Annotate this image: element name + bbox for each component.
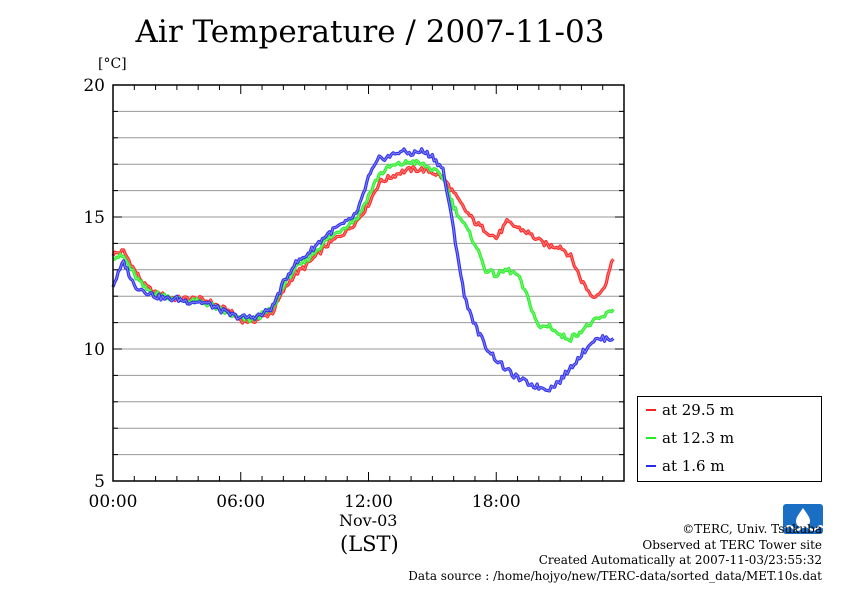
copyright-text: ©TERC, Univ. Tsukuba bbox=[682, 522, 822, 536]
x-tick-label: 06:00 bbox=[216, 492, 265, 512]
legend-item-12-3m: at 12.3 m bbox=[646, 429, 734, 447]
legend-label-1-6m: at 1.6 m bbox=[662, 457, 725, 475]
series-line-at-12-3-m bbox=[112, 159, 615, 343]
x-tick-label: 00:00 bbox=[89, 492, 138, 512]
created-text: Created Automatically at 2007-11-03/23:5… bbox=[538, 553, 822, 567]
x-tick-label: 12:00 bbox=[344, 492, 393, 512]
legend-swatch-12-3m bbox=[646, 437, 656, 439]
credits: ©TERC, Univ. Tsukuba Observed at TERC To… bbox=[408, 522, 822, 584]
legend: at 29.5 m at 12.3 m at 1.6 m bbox=[637, 396, 822, 482]
y-tick-label: 15 bbox=[83, 208, 105, 228]
tick-labels: 00:00 06:00 12:00 18:00 5 10 15 20 bbox=[83, 76, 520, 512]
data-source-text: Data source : /home/hojyo/new/TERC-data/… bbox=[408, 568, 822, 583]
grid-lines bbox=[113, 110, 624, 456]
legend-label-29-5m: at 29.5 m bbox=[662, 401, 735, 419]
legend-item-29-5m: at 29.5 m bbox=[646, 401, 734, 419]
y-tick-label: 10 bbox=[83, 340, 105, 360]
series-highlight bbox=[112, 147, 614, 392]
y-tick-label: 5 bbox=[94, 472, 105, 492]
series-lines bbox=[111, 147, 615, 393]
legend-item-1-6m: at 1.6 m bbox=[646, 457, 725, 475]
terc-logo-icon bbox=[783, 504, 823, 534]
axis-ticks bbox=[112, 84, 625, 482]
y-tick-label: 20 bbox=[83, 76, 105, 96]
x-axis-day-label: Nov-03 bbox=[339, 511, 398, 530]
series-line-at-1-6-m bbox=[111, 147, 615, 393]
x-tick-label: 18:00 bbox=[472, 492, 521, 512]
chart-title: Air Temperature / 2007-11-03 bbox=[135, 14, 605, 50]
x-axis-timezone-label: (LST) bbox=[340, 532, 399, 556]
legend-swatch-29-5m bbox=[646, 409, 656, 411]
legend-swatch-1-6m bbox=[646, 465, 656, 467]
observed-text: Observed at TERC Tower site bbox=[642, 537, 822, 552]
legend-label-12-3m: at 12.3 m bbox=[662, 429, 735, 447]
plot-frame bbox=[112, 84, 625, 482]
series-highlight bbox=[112, 159, 614, 342]
y-axis-unit: [°C] bbox=[98, 56, 127, 72]
